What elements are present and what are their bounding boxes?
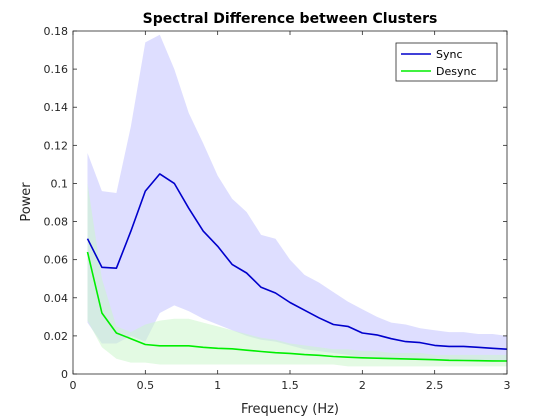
y-tick-label: 0.04 bbox=[44, 292, 69, 305]
x-tick-label: 2 bbox=[359, 379, 366, 392]
y-tick-label: 0.12 bbox=[44, 139, 69, 152]
y-tick-label: 0.18 bbox=[44, 25, 69, 38]
x-tick-label: 0.5 bbox=[137, 379, 155, 392]
x-axis-label: Frequency (Hz) bbox=[241, 402, 339, 417]
y-tick-label: 0.02 bbox=[44, 330, 69, 343]
x-tick-label: 0 bbox=[70, 379, 77, 392]
x-tick-label: 1 bbox=[214, 379, 221, 392]
chart-title: Spectral Difference between Clusters bbox=[143, 11, 438, 27]
y-tick-label: 0.14 bbox=[44, 101, 69, 114]
x-tick-label: 2.5 bbox=[426, 379, 444, 392]
y-tick-label: 0.08 bbox=[44, 216, 69, 229]
y-tick-label: 0.1 bbox=[51, 177, 69, 190]
y-tick-label: 0.06 bbox=[44, 254, 69, 267]
legend: Sync Desync bbox=[396, 43, 497, 81]
y-tick-label: 0 bbox=[61, 368, 68, 381]
x-tick-label: 3 bbox=[504, 379, 511, 392]
desync-legend-label: Desync bbox=[436, 65, 477, 78]
x-tick-label: 1.5 bbox=[281, 379, 299, 392]
sync-legend-label: Sync bbox=[436, 48, 463, 61]
y-tick-label: 0.16 bbox=[44, 63, 69, 76]
y-axis-label: Power bbox=[19, 182, 34, 222]
